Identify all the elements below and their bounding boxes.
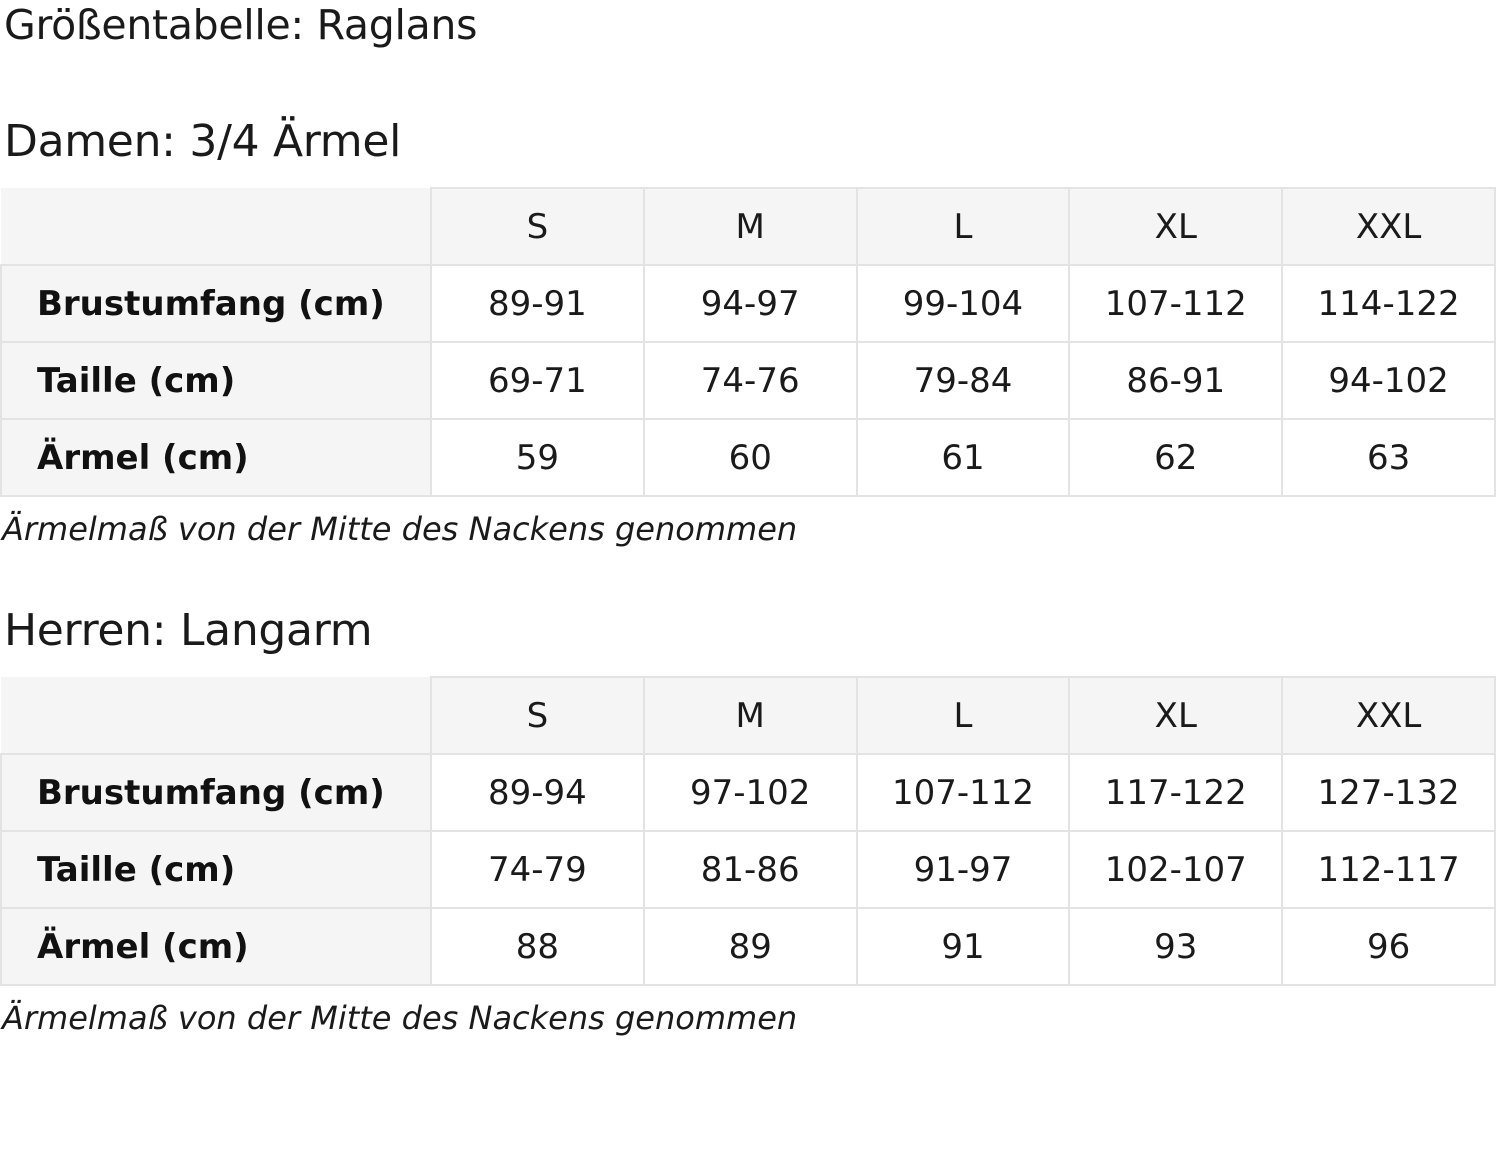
table-note-mens: Ärmelmaß von der Mitte des Nackens genom…	[2, 999, 798, 1038]
cell-sleeve-xl: 62	[1068, 418, 1284, 498]
column-header-s: S	[430, 187, 645, 267]
cell-sleeve-xxl: 63	[1281, 418, 1496, 498]
row-label-chest: Brustumfang (cm)	[0, 264, 432, 344]
cell-waist-xl: 102-107	[1068, 830, 1284, 910]
table-corner-cell	[1, 188, 432, 267]
cell-chest-xxl: 127-132	[1281, 753, 1496, 833]
table-row: Brustumfang (cm) 89-91 94-97 99-104 107-…	[0, 264, 1496, 344]
row-label-waist: Taille (cm)	[0, 830, 432, 910]
table-row: Ärmel (cm) 59 60 61 62 63	[0, 418, 1496, 498]
spacer	[0, 47, 1500, 119]
table-header-womens: S M L XL XXL	[1, 187, 1496, 267]
cell-sleeve-s: 88	[430, 907, 645, 987]
cell-sleeve-l: 91	[855, 907, 1071, 987]
page-title: Größentabelle: Raglans	[4, 1, 478, 49]
table-body-mens: Brustumfang (cm) 89-94 97-102 107-112 11…	[0, 753, 1496, 987]
column-header-m: M	[642, 676, 858, 756]
column-header-l: L	[855, 676, 1071, 756]
cell-chest-l: 99-104	[855, 264, 1071, 344]
spacer	[0, 654, 1500, 676]
section-heading-womens: Damen: 3/4 Ärmel	[4, 116, 402, 168]
section-heading-mens: Herren: Langarm	[4, 605, 373, 657]
cell-waist-xl: 86-91	[1068, 341, 1284, 421]
size-table-womens: S M L XL XXL Brustumfang (cm) 89-91 94-9…	[0, 187, 1496, 498]
cell-sleeve-s: 59	[430, 418, 645, 498]
table-header-mens: S M L XL XXL	[1, 676, 1496, 756]
table-corner-cell	[1, 677, 432, 756]
cell-waist-l: 79-84	[855, 341, 1071, 421]
cell-chest-xl: 117-122	[1068, 753, 1284, 833]
cell-waist-m: 81-86	[642, 830, 858, 910]
cell-sleeve-l: 61	[855, 418, 1071, 498]
cell-chest-s: 89-91	[430, 264, 645, 344]
table-row: Ärmel (cm) 88 89 91 93 96	[0, 907, 1496, 987]
row-label-sleeve: Ärmel (cm)	[0, 418, 432, 498]
cell-chest-xl: 107-112	[1068, 264, 1284, 344]
spacer	[0, 165, 1500, 187]
cell-chest-m: 94-97	[642, 264, 858, 344]
column-header-l: L	[855, 187, 1071, 267]
cell-waist-l: 91-97	[855, 830, 1071, 910]
cell-sleeve-xl: 93	[1068, 907, 1284, 987]
column-header-xxl: XXL	[1281, 187, 1496, 267]
table-row: Taille (cm) 69-71 74-76 79-84 86-91 94-1…	[0, 341, 1496, 421]
table-header-row: S M L XL XXL	[1, 676, 1496, 756]
table-body-womens: Brustumfang (cm) 89-91 94-97 99-104 107-…	[0, 264, 1496, 498]
row-label-chest: Brustumfang (cm)	[0, 753, 432, 833]
column-header-xl: XL	[1068, 187, 1284, 267]
cell-sleeve-m: 60	[642, 418, 858, 498]
table-row: Brustumfang (cm) 89-94 97-102 107-112 11…	[0, 753, 1496, 833]
cell-sleeve-m: 89	[642, 907, 858, 987]
row-label-sleeve: Ärmel (cm)	[0, 907, 432, 987]
column-header-xl: XL	[1068, 676, 1284, 756]
cell-waist-s: 74-79	[430, 830, 645, 910]
cell-waist-s: 69-71	[430, 341, 645, 421]
cell-sleeve-xxl: 96	[1281, 907, 1496, 987]
cell-waist-m: 74-76	[642, 341, 858, 421]
cell-waist-xxl: 112-117	[1281, 830, 1496, 910]
table-note-womens: Ärmelmaß von der Mitte des Nackens genom…	[2, 510, 798, 549]
table-row: Taille (cm) 74-79 81-86 91-97 102-107 11…	[0, 830, 1496, 910]
cell-chest-m: 97-102	[642, 753, 858, 833]
column-header-xxl: XXL	[1281, 676, 1496, 756]
table-header-row: S M L XL XXL	[1, 187, 1496, 267]
row-label-waist: Taille (cm)	[0, 341, 432, 421]
cell-chest-s: 89-94	[430, 753, 645, 833]
column-header-m: M	[642, 187, 858, 267]
column-header-s: S	[430, 676, 645, 756]
spacer	[0, 548, 1500, 608]
cell-waist-xxl: 94-102	[1281, 341, 1496, 421]
size-table-mens: S M L XL XXL Brustumfang (cm) 89-94 97-1…	[0, 676, 1496, 987]
cell-chest-l: 107-112	[855, 753, 1071, 833]
cell-chest-xxl: 114-122	[1281, 264, 1496, 344]
